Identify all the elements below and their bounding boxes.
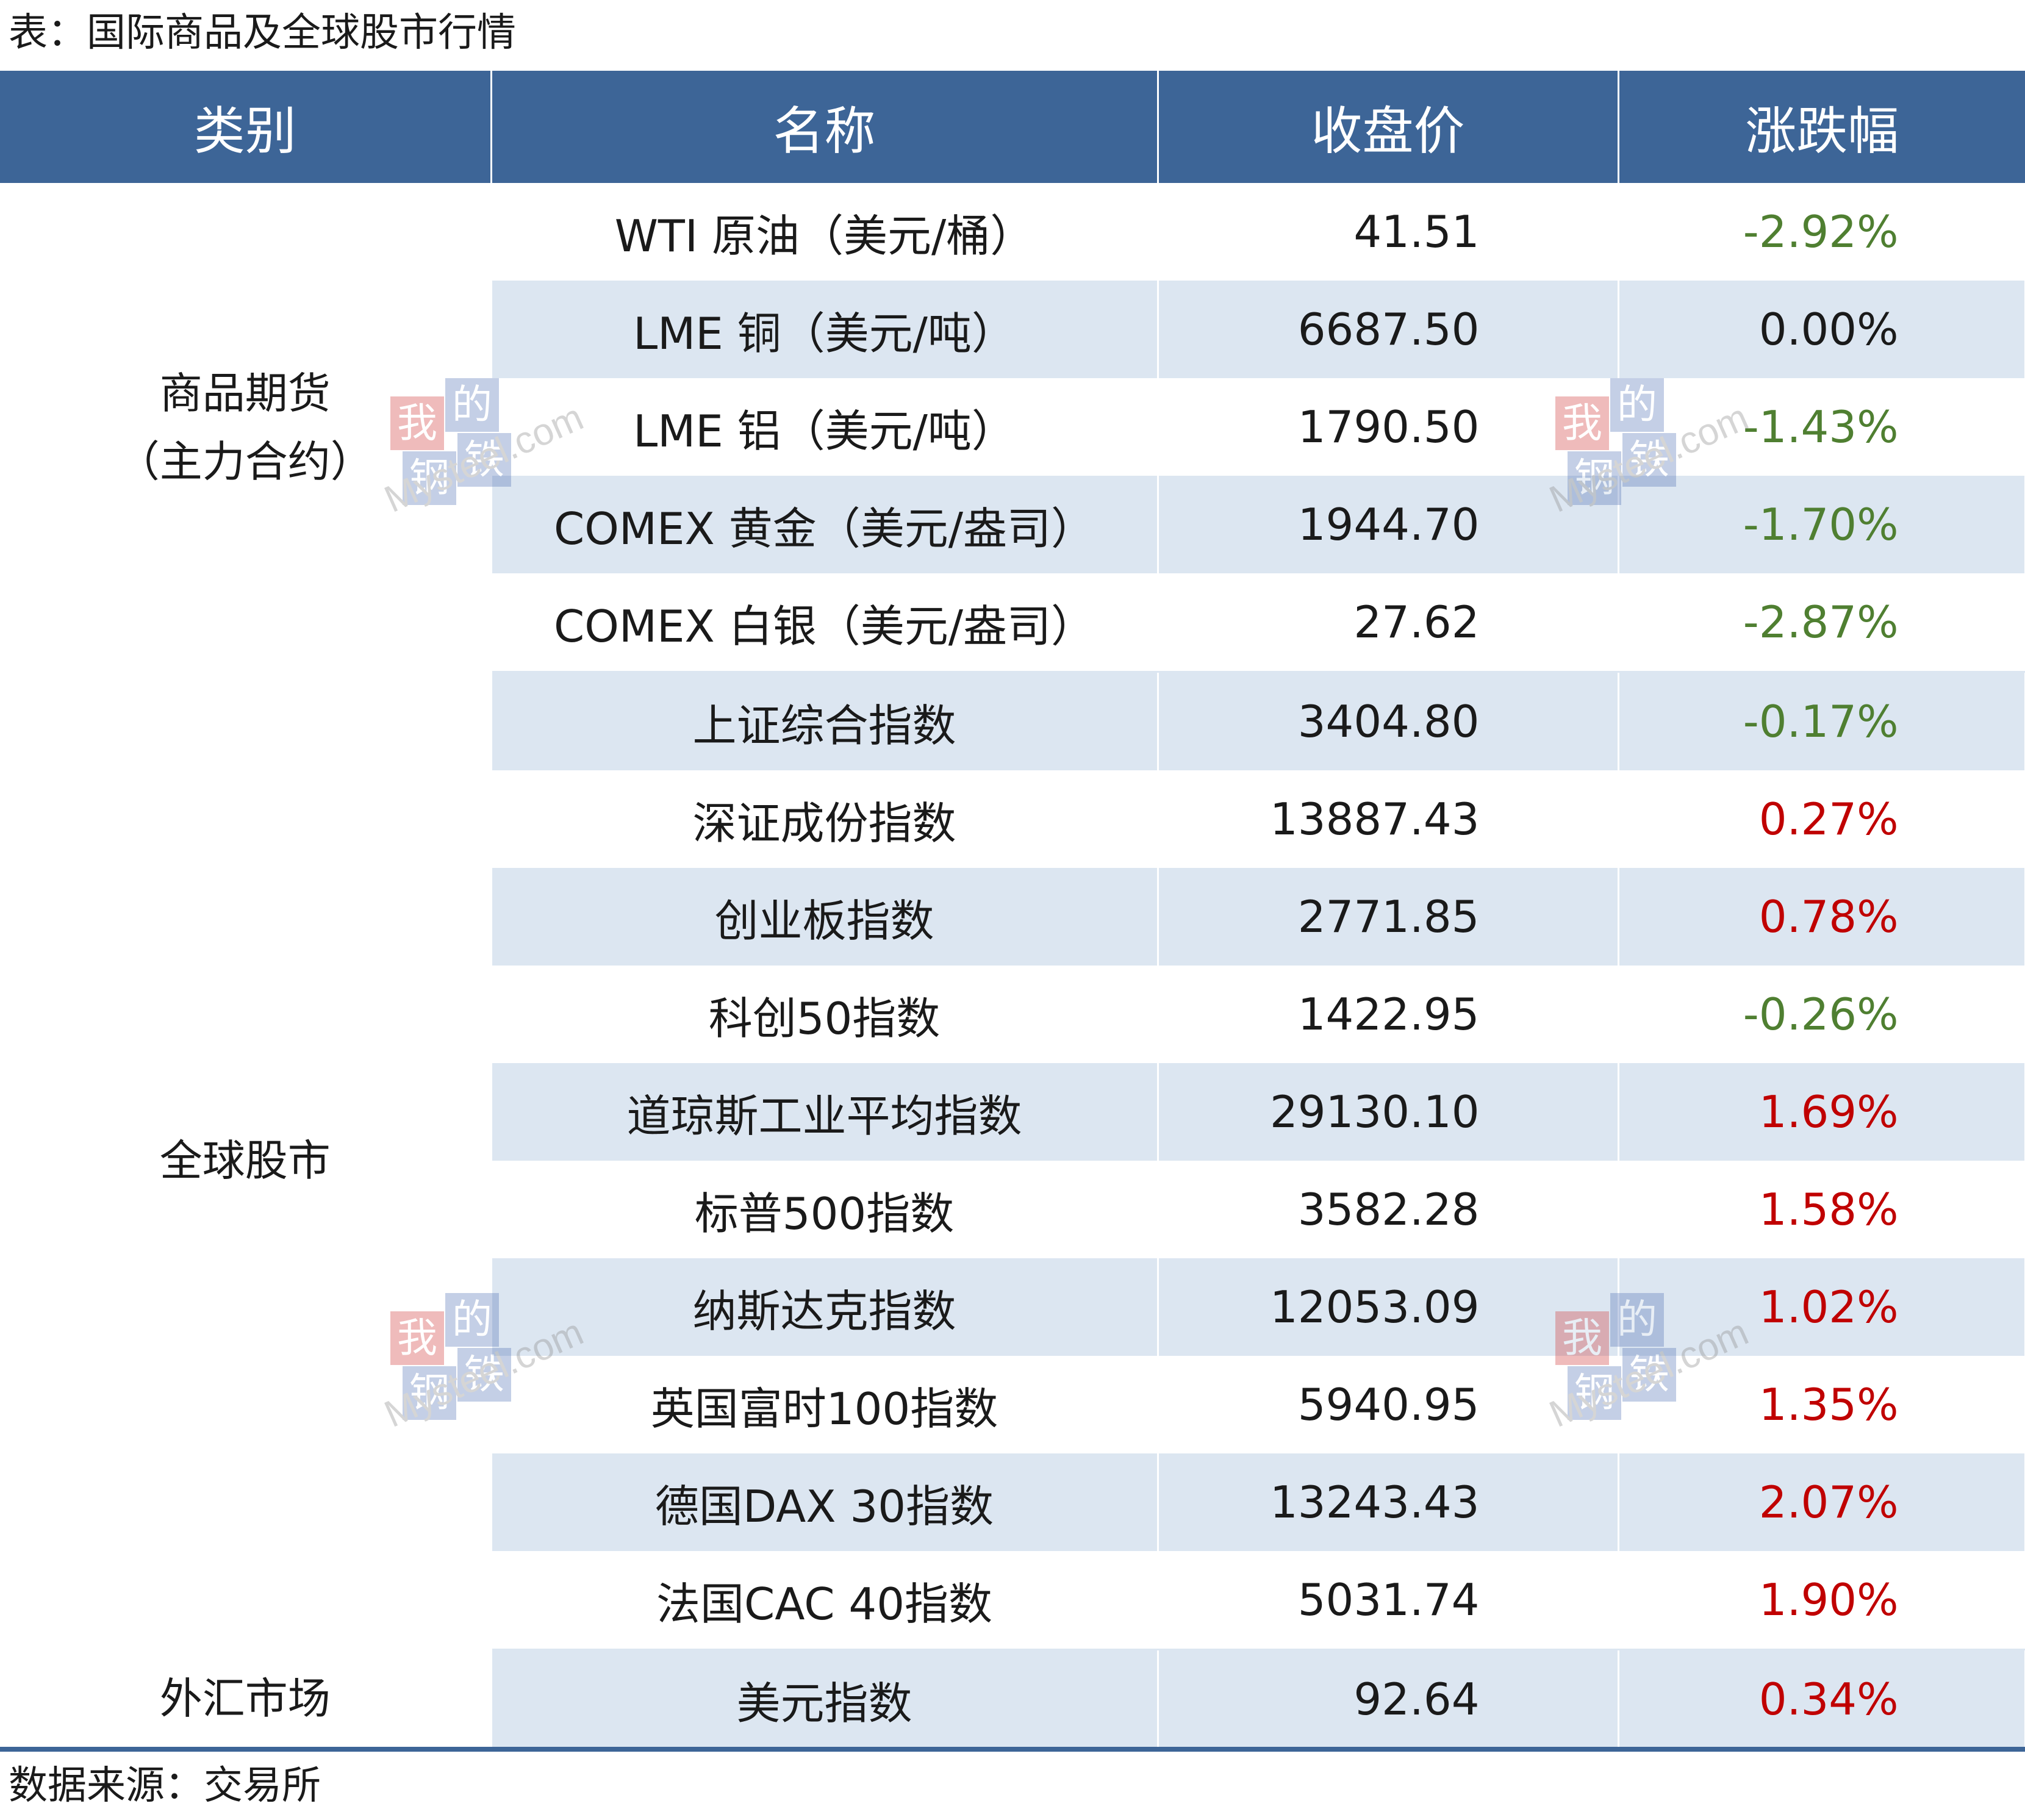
header-price: 收盘价 bbox=[1158, 71, 1619, 183]
category-label: 全球股市 bbox=[159, 1136, 331, 1186]
instrument-name: 深证成份指数 bbox=[491, 770, 1159, 868]
change-percent: 1.69% bbox=[1618, 1063, 2025, 1161]
header-change: 涨跌幅 bbox=[1618, 71, 2025, 183]
bottom-rule bbox=[0, 1747, 2025, 1752]
header-name: 名称 bbox=[491, 71, 1159, 183]
close-price: 92.64 bbox=[1158, 1649, 1619, 1750]
table-row: 创业板指数 2771.85 0.78% bbox=[0, 868, 2025, 966]
market-table: 类别 名称 收盘价 涨跌幅 商品期货 （主力合约） WTI 原油（美元/桶） 41.5… bbox=[0, 71, 2025, 1750]
table-body: 商品期货 （主力合约） WTI 原油（美元/桶） 41.51 -2.92% LME 铜（美… bbox=[0, 183, 2025, 1750]
table-row: LME 铝（美元/吨） 1790.50 -1.43% bbox=[0, 378, 2025, 476]
close-price: 1790.50 bbox=[1158, 378, 1619, 476]
change-percent: -0.17% bbox=[1618, 672, 2025, 770]
instrument-name: 德国DAX 30指数 bbox=[491, 1453, 1159, 1551]
table-row: 全球股市 上证综合指数 3404.80 -0.17% bbox=[0, 672, 2025, 1650]
instrument-name: 法国CAC 40指数 bbox=[491, 1551, 1159, 1650]
close-price: 5940.95 bbox=[1158, 1356, 1619, 1453]
instrument-name: 美元指数 bbox=[491, 1649, 1159, 1750]
close-price: 3582.28 bbox=[1158, 1161, 1619, 1258]
close-price: 27.62 bbox=[1158, 573, 1619, 673]
table-row: 深证成份指数 13887.43 0.27% bbox=[0, 770, 2025, 868]
table-caption: 表：国际商品及全球股市行情 bbox=[9, 10, 516, 56]
close-price: 1422.95 bbox=[1158, 966, 1619, 1063]
instrument-name: 英国富时100指数 bbox=[491, 1356, 1159, 1453]
category-cell: 外汇市场 bbox=[0, 1649, 492, 1750]
change-percent: 1.35% bbox=[1618, 1356, 2025, 1453]
instrument-name: LME 铜（美元/吨） bbox=[491, 281, 1159, 378]
close-price: 13887.43 bbox=[1158, 770, 1619, 868]
category-cell: 全球股市 bbox=[0, 672, 492, 1650]
change-percent: -1.43% bbox=[1618, 378, 2025, 476]
close-price: 13243.43 bbox=[1158, 1453, 1619, 1551]
instrument-name: COMEX 白银（美元/盎司） bbox=[491, 573, 1159, 673]
table-row: 道琼斯工业平均指数 29130.10 1.69% bbox=[0, 1063, 2025, 1161]
table-row: COMEX 白银（美元/盎司） 27.62 -2.87% bbox=[0, 573, 2025, 673]
close-price: 29130.10 bbox=[1158, 1063, 1619, 1161]
instrument-name: COMEX 黄金（美元/盎司） bbox=[491, 476, 1159, 573]
change-percent: -2.87% bbox=[1618, 573, 2025, 673]
close-price: 12053.09 bbox=[1158, 1258, 1619, 1356]
header-category: 类别 bbox=[0, 71, 492, 183]
change-percent: 2.07% bbox=[1618, 1453, 2025, 1551]
close-price: 2771.85 bbox=[1158, 868, 1619, 966]
change-percent: 1.90% bbox=[1618, 1551, 2025, 1650]
instrument-name: 道琼斯工业平均指数 bbox=[491, 1063, 1159, 1161]
table-row: 标普500指数 3582.28 1.58% bbox=[0, 1161, 2025, 1258]
instrument-name: LME 铝（美元/吨） bbox=[491, 378, 1159, 476]
category-cell: 商品期货 （主力合约） bbox=[0, 183, 492, 672]
change-percent: 0.27% bbox=[1618, 770, 2025, 868]
close-price: 3404.80 bbox=[1158, 672, 1619, 770]
table-row: COMEX 黄金（美元/盎司） 1944.70 -1.70% bbox=[0, 476, 2025, 573]
change-percent: 1.02% bbox=[1618, 1258, 2025, 1356]
instrument-name: WTI 原油（美元/桶） bbox=[491, 183, 1159, 281]
table-row: 商品期货 （主力合约） WTI 原油（美元/桶） 41.51 -2.92% bbox=[0, 183, 2025, 672]
instrument-name: 纳斯达克指数 bbox=[491, 1258, 1159, 1356]
table-row: 纳斯达克指数 12053.09 1.02% bbox=[0, 1258, 2025, 1356]
change-percent: -0.26% bbox=[1618, 966, 2025, 1063]
category-label: 外汇市场 bbox=[159, 1674, 331, 1724]
table-row: 外汇市场 美元指数 92.64 0.34% bbox=[0, 1649, 2025, 1750]
instrument-name: 科创50指数 bbox=[491, 966, 1159, 1063]
change-percent: 0.78% bbox=[1618, 868, 2025, 966]
change-percent: 0.34% bbox=[1618, 1649, 2025, 1750]
change-percent: -1.70% bbox=[1618, 476, 2025, 573]
change-percent: 1.58% bbox=[1618, 1161, 2025, 1258]
header-row: 类别 名称 收盘价 涨跌幅 bbox=[0, 71, 2025, 183]
data-source: 数据来源：交易所 bbox=[9, 1763, 321, 1808]
close-price: 41.51 bbox=[1158, 183, 1619, 281]
category-sublabel: （主力合约） bbox=[116, 436, 373, 487]
close-price: 1944.70 bbox=[1158, 476, 1619, 573]
close-price: 6687.50 bbox=[1158, 281, 1619, 378]
table-row: 科创50指数 1422.95 -0.26% bbox=[0, 966, 2025, 1063]
table-row: LME 铜（美元/吨） 6687.50 0.00% bbox=[0, 281, 2025, 378]
table-row: 德国DAX 30指数 13243.43 2.07% bbox=[0, 1453, 2025, 1551]
instrument-name: 上证综合指数 bbox=[491, 672, 1159, 770]
change-percent: -2.92% bbox=[1618, 183, 2025, 281]
table-row: 法国CAC 40指数 5031.74 1.90% bbox=[0, 1551, 2025, 1650]
close-price: 5031.74 bbox=[1158, 1551, 1619, 1650]
instrument-name: 标普500指数 bbox=[491, 1161, 1159, 1258]
change-percent: 0.00% bbox=[1618, 281, 2025, 378]
category-label: 商品期货 bbox=[159, 368, 331, 418]
table-row: 英国富时100指数 5940.95 1.35% bbox=[0, 1356, 2025, 1453]
instrument-name: 创业板指数 bbox=[491, 868, 1159, 966]
